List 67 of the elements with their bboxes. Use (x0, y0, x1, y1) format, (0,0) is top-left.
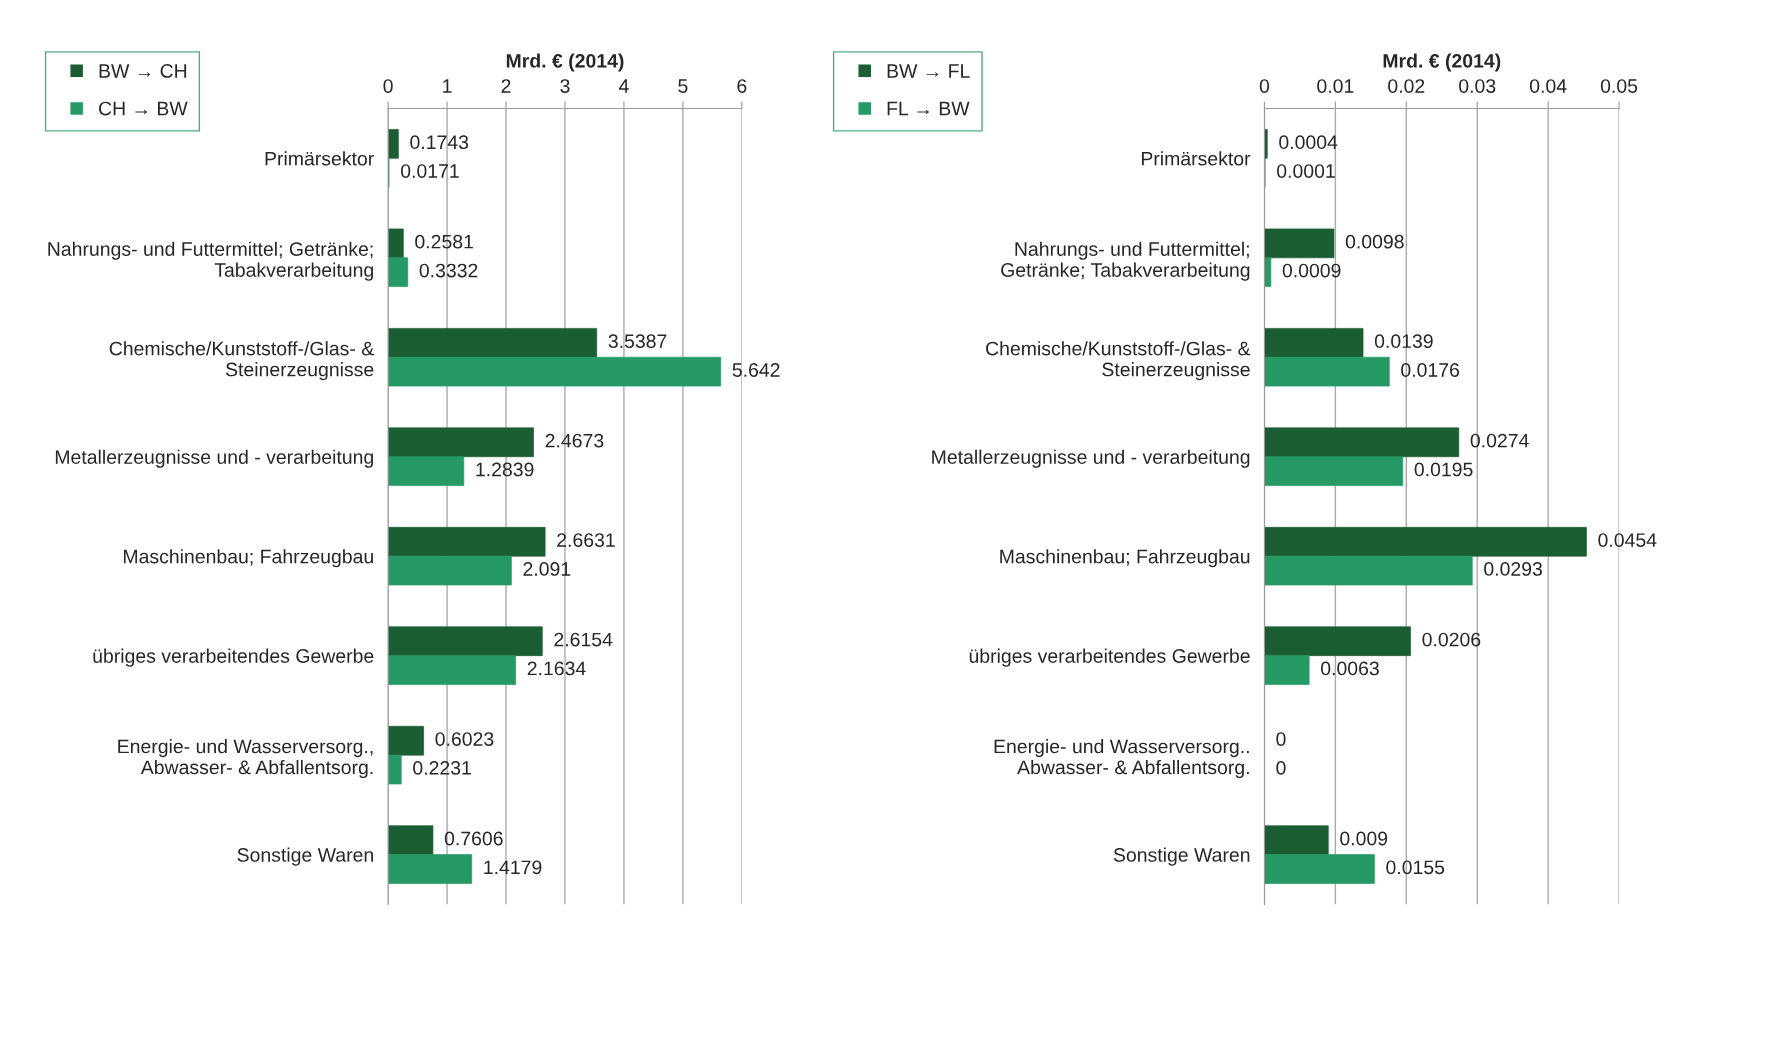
data-label: 0 (1276, 732, 1286, 746)
y-tick-label: Energie- und Wasserversorg.. Abwasser- & Abfallentsorg. (994, 739, 1249, 779)
data-label: 0.0274 (1470, 433, 1529, 448)
x-tick-label: 2 (501, 79, 511, 93)
x-tick-label: 0.03 (1459, 79, 1496, 93)
data-label: 0.0004 (1279, 135, 1338, 150)
data-label: 0.1743 (410, 135, 469, 150)
x-axis-title: Mrd. € (2014) (1383, 53, 1501, 72)
data-label: 0.0098 (1345, 234, 1404, 249)
y-tick-label: Sonstige Waren (1113, 847, 1250, 866)
data-label: 2.1634 (527, 661, 586, 676)
legend-label: BW → CH (99, 64, 187, 78)
x-tick-label: 0.02 (1388, 79, 1425, 93)
y-tick-label: Maschinenbau; Fahrzeugbau (1000, 549, 1250, 568)
y-tick-label: Nahrungs- und Futtermittel; Getränke; Tabakverarbeitung (48, 241, 373, 281)
x-tick-label: 1 (443, 79, 452, 93)
data-label: 0.0063 (1321, 661, 1379, 676)
data-label: 0.3332 (419, 263, 478, 278)
data-label: 2.091 (523, 562, 571, 576)
x-tick-label: 5 (678, 79, 688, 93)
data-label: 0.2231 (413, 761, 471, 775)
y-tick-label: Metallerzeugnisse und - verarbeitung (55, 449, 373, 468)
data-label: 0.7606 (444, 831, 503, 846)
data-label: 0.0171 (400, 164, 459, 178)
y-tick-label: Primärsektor (1141, 151, 1251, 166)
y-tick-label: übriges verarbeitendes Gewerbe (93, 648, 374, 667)
y-tick-label: übriges verarbeitendes Gewerbe (969, 648, 1250, 667)
data-label: 0.0009 (1282, 263, 1341, 278)
y-tick-label: Energie- und Wasserversorg., Abwasser- & Abfallentsorg. (118, 739, 373, 779)
x-tick-label: 0.01 (1317, 79, 1354, 93)
data-label: 1.4179 (484, 860, 542, 875)
data-label: 0.009 (1340, 831, 1388, 846)
data-label: 2.6154 (554, 632, 613, 647)
x-tick-label: 6 (737, 79, 747, 93)
data-label: 0.0195 (1414, 462, 1473, 477)
data-label: 3.5387 (608, 334, 667, 349)
x-tick-label: 0.04 (1529, 79, 1567, 93)
legend-label: FL → BW (887, 101, 970, 116)
x-tick-label: 3 (560, 79, 570, 93)
data-label: 0 (1276, 761, 1286, 775)
x-tick-label: 0 (1259, 79, 1270, 93)
data-label: 0.2581 (415, 234, 473, 249)
data-label: 0.0293 (1484, 562, 1542, 576)
legend-label: CH → BW (99, 101, 188, 116)
data-label: 0.0001 (1277, 164, 1335, 178)
data-label: 5.642 (732, 363, 780, 377)
y-tick-label: Sonstige Waren (237, 847, 373, 866)
x-tick-label: 0.05 (1600, 79, 1638, 93)
data-label: 2.4673 (545, 433, 604, 448)
data-label: 0.0155 (1386, 860, 1445, 875)
x-tick-label: 4 (618, 79, 629, 93)
data-label: 0.0176 (1401, 363, 1459, 377)
y-tick-label: Chemische/Kunststoff-/Glas- & Steinerzeugnisse (986, 341, 1251, 381)
y-tick-label: Maschinenbau; Fahrzeugbau (123, 549, 373, 568)
data-label: 0.0206 (1422, 632, 1481, 647)
x-tick-label: 0 (383, 79, 393, 93)
y-tick-label: Chemische/Kunststoff-/Glas- & Steinerzeugnisse (109, 341, 374, 381)
y-tick-label: Nahrungs- und Futtermittel; Getränke; Tabakverarbeitung (1001, 241, 1250, 281)
y-tick-label: Metallerzeugnisse und - verarbeitung (932, 449, 1250, 468)
data-label: 2.6631 (557, 533, 615, 547)
data-label: 0.6023 (435, 732, 494, 746)
data-label: 1.2839 (476, 462, 534, 477)
x-axis-title: Mrd. € (2014) (506, 53, 624, 72)
data-label: 0.0139 (1374, 334, 1433, 349)
legend-label: BW → FL (887, 64, 970, 78)
y-tick-label: Primärsektor (265, 151, 374, 166)
data-label: 0.0454 (1598, 533, 1657, 547)
